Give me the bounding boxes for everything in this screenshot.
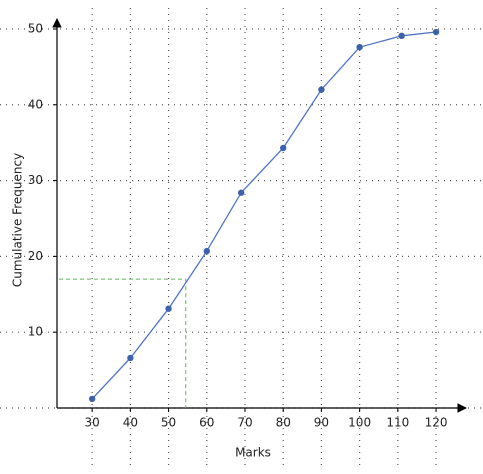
y-axis-title: Cumulative Frequency	[11, 153, 25, 287]
grid	[0, 8, 483, 470]
y-tick-label: 20	[28, 249, 43, 263]
x-tick-label: 70	[237, 416, 252, 430]
x-tick-label: 80	[276, 416, 291, 430]
x-tick-label: 60	[199, 416, 214, 430]
y-tick-label: 50	[28, 21, 43, 35]
data-point	[237, 189, 245, 196]
x-tick-label: 30	[85, 416, 100, 430]
y-tick-label: 10	[28, 325, 43, 339]
x-tick-label: 40	[123, 416, 138, 430]
data-point	[398, 32, 405, 40]
data-point	[165, 305, 172, 312]
x-axis-title: Marks	[235, 446, 271, 460]
x-tick-label: 50	[161, 416, 176, 430]
data-point	[203, 247, 210, 255]
x-tick-label: 110	[386, 416, 409, 430]
data-point	[318, 86, 325, 93]
data-point	[280, 144, 287, 152]
data-point	[127, 354, 134, 362]
x-tick-label: 90	[314, 416, 329, 430]
data-point	[432, 28, 440, 36]
data-point	[88, 395, 96, 403]
x-tick-label: 100	[348, 416, 371, 430]
y-tick-label: 40	[28, 97, 43, 111]
data-point	[356, 43, 363, 51]
x-tick-label: 120	[425, 416, 448, 430]
data-line	[91, 31, 437, 400]
y-tick-label: 30	[28, 173, 43, 187]
